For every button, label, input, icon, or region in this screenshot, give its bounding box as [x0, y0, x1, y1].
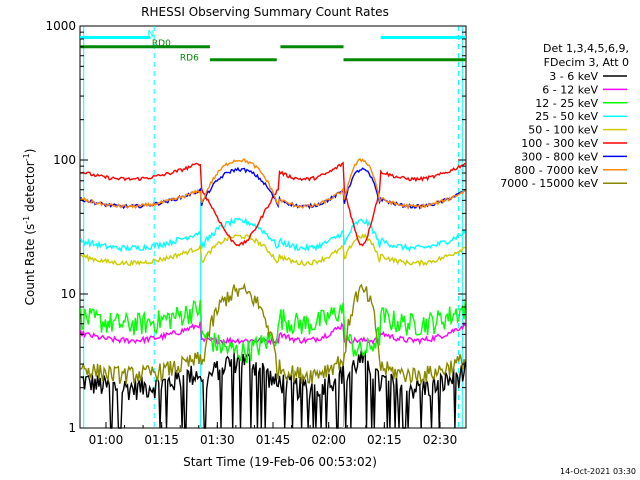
- series-line-2: [80, 298, 466, 364]
- timestamp: 14-Oct-2021 03:30: [560, 467, 636, 476]
- y-tick-label-0: 1: [68, 421, 76, 435]
- legend-label-7: 800 - 7000 keV: [514, 164, 598, 177]
- flag-label-2: RD0: [152, 39, 171, 49]
- y-axis-label-sup2: -1: [22, 153, 31, 161]
- x-tick-label-5: 02:15: [367, 433, 402, 447]
- chart-title: RHESSI Observing Summary Count Rates: [141, 5, 389, 19]
- series-line-8: [80, 282, 466, 386]
- series-line-5: [80, 161, 466, 247]
- y-axis-label-mid: detector: [23, 161, 37, 216]
- y-tick-label-3: 1000: [45, 19, 76, 33]
- legend-label-0: 3 - 6 keV: [549, 70, 598, 83]
- x-tick-label-6: 02:30: [423, 433, 458, 447]
- legend-label-3: 25 - 50 keV: [535, 110, 598, 123]
- x-tick-label-0: 01:00: [89, 433, 124, 447]
- legend: Det 1,3,4,5,6,9, FDecim 3, Att 0 3 - 6 k…: [500, 42, 629, 190]
- legend-label-8: 7000 - 15000 keV: [500, 177, 598, 190]
- series-line-0: [80, 350, 466, 429]
- legend-label-4: 50 - 100 keV: [528, 124, 598, 137]
- flag-label-0: N: [148, 30, 155, 40]
- legend-label-1: 6 - 12 keV: [542, 83, 598, 96]
- x-tick-label-3: 01:45: [256, 433, 291, 447]
- series-line-3: [80, 216, 466, 253]
- legend-header-line2: FDecim 3, Att 0: [544, 56, 629, 69]
- legend-label-6: 300 - 800 keV: [521, 150, 598, 163]
- legend-label-5: 100 - 300 keV: [521, 137, 598, 150]
- flag-label-4: RD6: [180, 54, 199, 64]
- plot-frame: [79, 25, 467, 429]
- x-axis-label: Start Time (19-Feb-06 00:53:02): [183, 455, 377, 469]
- x-tick-label-4: 02:00: [311, 433, 346, 447]
- axes: 01:00 01:15 01:30 01:45 02:00 02:15 02:30 1 10 10…: [45, 19, 466, 447]
- y-tick-label-1: 10: [61, 287, 76, 301]
- y-axis-label-main: Count Rate (s: [23, 224, 37, 306]
- y-axis-label-end: ): [23, 149, 37, 154]
- series-line-7: [80, 158, 466, 210]
- x-tick-label-1: 01:15: [144, 433, 179, 447]
- y-tick-label-2: 100: [53, 153, 76, 167]
- y-axis-label: Count Rate (s-1 detector-1): [22, 149, 37, 306]
- legend-label-2: 12 - 25 keV: [535, 97, 598, 110]
- legend-header-line1: Det 1,3,4,5,6,9,: [543, 42, 629, 55]
- x-tick-label-2: 01:30: [200, 433, 235, 447]
- series-line-4: [80, 233, 466, 268]
- series-group: [80, 158, 466, 429]
- y-axis-label-sup1: -1: [22, 216, 31, 224]
- series-line-6: [80, 166, 466, 210]
